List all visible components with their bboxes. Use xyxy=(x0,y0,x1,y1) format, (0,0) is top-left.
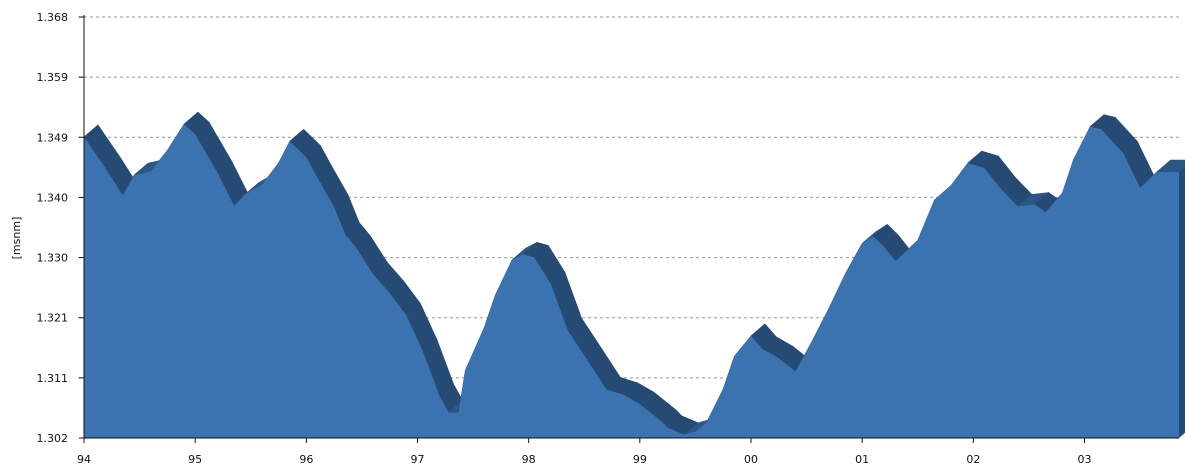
x-tick-label: 02 xyxy=(966,453,980,466)
y-axis-label: [msnm] xyxy=(10,217,23,260)
x-tick-label: 96 xyxy=(299,453,313,466)
area-side-face xyxy=(1179,166,1185,438)
x-tick-labels: 94 95 96 97 98 99 00 01 02 03 xyxy=(77,453,1092,466)
y-tick-label: 1.340 xyxy=(37,191,69,204)
x-tick-label: 01 xyxy=(855,453,869,466)
y-tick-label: 1.359 xyxy=(37,71,69,84)
x-tick-label: 98 xyxy=(522,453,536,466)
x-tick-label: 95 xyxy=(188,453,202,466)
axes xyxy=(83,15,1179,443)
area-series xyxy=(84,124,1179,438)
ridge-segment xyxy=(1155,159,1185,173)
x-tick-label: 03 xyxy=(1078,453,1092,466)
y-tick-label: 1.302 xyxy=(37,432,69,445)
x-tick-label: 00 xyxy=(744,453,758,466)
gridlines xyxy=(78,16,1179,439)
x-tick-label: 97 xyxy=(411,453,425,466)
y-tick-labels: 1.302 1.311 1.321 1.330 1.340 1.349 1.359 1.368 xyxy=(37,11,69,445)
y-tick-label: 1.368 xyxy=(37,11,69,24)
area-fill xyxy=(84,124,1179,438)
y-tick-label: 1.321 xyxy=(37,312,69,325)
y-tick-label: 1.311 xyxy=(37,372,69,385)
y-tick-label: 1.330 xyxy=(37,252,69,265)
x-tick-label: 99 xyxy=(633,453,647,466)
y-tick-label: 1.349 xyxy=(37,131,69,144)
x-tick-label: 94 xyxy=(77,453,91,466)
